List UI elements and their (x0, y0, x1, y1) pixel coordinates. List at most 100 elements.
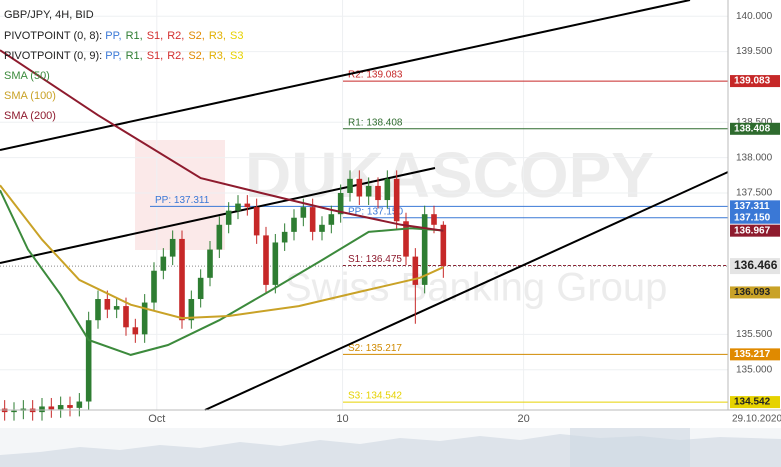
level-label: S3: 134.542 (348, 391, 402, 402)
y-tick-label: 139.500 (736, 46, 773, 57)
candle-body (337, 192, 344, 215)
legend-entry: PIVOTPOINT (0, 8): PP, R1, S1, R2, S2, R3, S3 (4, 30, 243, 42)
candle-body (412, 256, 419, 285)
candle-body (291, 217, 297, 232)
channel-line (204, 171, 729, 411)
candle-body (393, 178, 400, 222)
legend-item: PP, (105, 30, 121, 42)
candle-body (113, 306, 120, 310)
plot (0, 49, 447, 421)
y-tick-label: 135.500 (736, 329, 773, 340)
level-label: R1: 138.408 (348, 117, 403, 128)
y-tick-label: 140.000 (736, 11, 773, 22)
price-tag (730, 348, 780, 361)
price-tag-label: 134.542 (734, 397, 771, 408)
candle-body (281, 231, 288, 243)
legend-name: PIVOTPOINT (0, 9): (4, 50, 105, 62)
candle-body (263, 235, 269, 285)
price-tag-label: 137.150 (734, 212, 771, 223)
candle-body (403, 221, 409, 257)
legend-item: R3, (209, 30, 226, 42)
candle-body (244, 203, 251, 208)
legend: GBP/JPY, 4H, BID PIVOTPOINT (0, 8): PP, R1… (4, 9, 243, 122)
candle-body (188, 299, 195, 321)
price-tag (730, 211, 780, 224)
sma-line (0, 184, 444, 320)
legend-item: S3 (230, 30, 243, 42)
level-label: PP: 137.311 (155, 195, 210, 206)
date-label: 29.10.2020 (732, 414, 781, 425)
x-tick-label: 20 (517, 413, 529, 425)
price-tag-label: 136.093 (734, 287, 771, 298)
candle-body (300, 207, 307, 218)
candle-body (365, 185, 372, 197)
candle-body (356, 178, 363, 197)
navigator-window[interactable] (570, 428, 690, 467)
title: GBP/JPY, 4H, BID (4, 9, 94, 21)
candle-body (123, 306, 129, 328)
price-tag (730, 122, 780, 135)
candle-body (141, 302, 148, 335)
candle-body (235, 203, 241, 211)
price-tag (730, 224, 780, 237)
candle-body (440, 224, 447, 267)
y-tick-label: 135.000 (736, 364, 773, 375)
candle-body (132, 327, 139, 335)
level-label: S2: 135.217 (348, 343, 402, 354)
channel-line (0, 167, 436, 264)
y-tick-label: 138.500 (736, 117, 773, 128)
candle-body (39, 406, 45, 413)
y-tick-label: 138.000 (736, 152, 773, 163)
watermark: DUKASCOPY (245, 139, 654, 211)
candle-body (328, 214, 335, 225)
price-tag (730, 258, 780, 275)
axis: 140.000 139.500 138.500 138.000 137.500 135.5… (148, 11, 780, 425)
legend-item: R2, (167, 50, 184, 62)
candle-body (85, 320, 92, 402)
legend-item: S1, (147, 50, 164, 62)
legend-item: S1, (147, 30, 164, 42)
level-label: R2: 139.083 (348, 70, 403, 81)
candle-body (76, 401, 83, 408)
y-tick-label: 137.500 (736, 188, 773, 199)
price-tag-label: 138.408 (734, 123, 771, 134)
candle-body (151, 270, 157, 303)
candle-body (11, 410, 17, 413)
candle-body (57, 405, 64, 410)
candle-body (319, 224, 325, 232)
candle-body (67, 405, 73, 408)
price-tag (730, 286, 780, 299)
candle-body (225, 210, 232, 225)
candle-body (48, 406, 55, 410)
candle-body (197, 277, 204, 300)
logo-mark (135, 140, 225, 250)
legend-entry: PIVOTPOINT (0, 9): PP, R1, S1, R2, S2, R3, S3 (4, 50, 243, 62)
sma-line (0, 49, 444, 232)
candle-body (421, 214, 428, 285)
legend-item: S2, (188, 50, 205, 62)
candle-body (309, 207, 316, 232)
legend-item: PP, (105, 50, 121, 62)
legend-item: S3 (230, 50, 243, 62)
legend-entry: SMA (50) (4, 70, 50, 82)
candle-body (384, 178, 391, 201)
candle-body (431, 214, 437, 225)
legend-item: S2, (188, 30, 205, 42)
price-tag (730, 396, 780, 409)
price-tag-label: 136.466 (734, 258, 778, 272)
legend-item: R2, (167, 30, 184, 42)
legend-name: PIVOTPOINT (0, 8): (4, 30, 105, 42)
level-label: S1: 136.475 (348, 254, 402, 265)
legend-item: R1, (126, 30, 143, 42)
price-tag-label: 136.967 (734, 225, 771, 236)
price-tag (730, 75, 780, 88)
candle-body (104, 299, 111, 310)
legend-entry: SMA (200) (4, 110, 56, 122)
candle-body (216, 224, 223, 250)
legend-item: R3, (209, 50, 226, 62)
price-tag-label: 137.311 (734, 201, 770, 212)
level-label: PP: 137.150 (348, 206, 403, 217)
candle-body (272, 242, 279, 285)
x-tick-label: Oct (148, 413, 165, 425)
